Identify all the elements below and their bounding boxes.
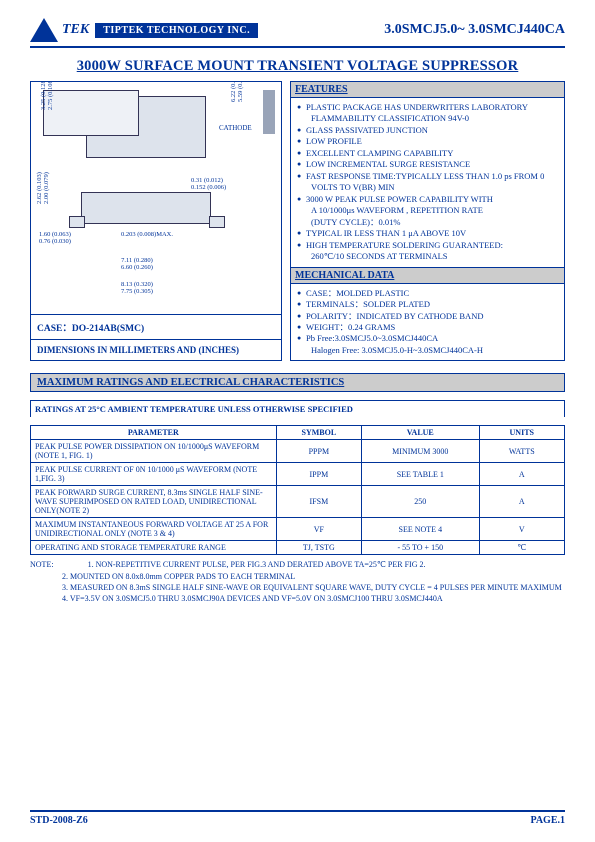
- notes-prefix: NOTE:: [30, 560, 54, 569]
- logo-text: TEK: [62, 22, 89, 38]
- note-item: 2. MOUNTED ON 8.0x8.0mm COPPER PADS TO E…: [30, 571, 565, 582]
- part-range: 3.0SMCJ5.0~ 3.0SMCJ440CA: [384, 22, 565, 38]
- feature-item: FLAMMABILITY CLASSIFICATION 94V-0: [297, 113, 558, 124]
- dim-right: 6.22 (0.245) 5.59 (0.220): [231, 81, 244, 102]
- page-title: 3000W SURFACE MOUNT TRANSIENT VOLTAGE SU…: [30, 58, 565, 75]
- features-body: PLASTIC PACKAGE HAS UNDERWRITERS LABORAT…: [290, 98, 565, 268]
- dim-h1: 2.62 (0.103) 2.00 (0.079): [37, 172, 50, 204]
- table-row: PEAK PULSE POWER DISSIPATION ON 10/1000μ…: [31, 440, 565, 463]
- feature-item: HIGH TEMPERATURE SOLDERING GUARANTEED:: [297, 240, 558, 251]
- note-item: 1. NON-REPETITIVE CURRENT PULSE, PER FIG…: [56, 560, 426, 569]
- table-row: PEAK FORWARD SURGE CURRENT, 8.3ms SINGLE…: [31, 486, 565, 518]
- table-row: OPERATING AND STORAGE TEMPERATURE RANGET…: [31, 541, 565, 555]
- table-cell: VF: [276, 518, 361, 541]
- page-footer: STD-2008-Z6 PAGE.1: [30, 810, 565, 826]
- feature-item: 260℃/10 SECONDS AT TERMINALS: [297, 251, 558, 262]
- table-cell: 250: [362, 486, 479, 518]
- table-cell: ℃: [479, 541, 564, 555]
- feature-item: A 10/1000μs WAVEFORM , REPETITION RATE: [297, 205, 558, 216]
- notes-block: NOTE: 1. NON-REPETITIVE CURRENT PULSE, P…: [30, 559, 565, 604]
- case-label: CASE：DO-214AB(SMC): [30, 315, 282, 340]
- table-cell: OPERATING AND STORAGE TEMPERATURE RANGE: [31, 541, 277, 555]
- table-cell: A: [479, 463, 564, 486]
- mechanical-item: POLARITY：INDICATED BY CATHODE BAND: [297, 311, 558, 322]
- mechanical-header: MECHANICAL DATA: [290, 268, 565, 284]
- feature-item: 3000 W PEAK PULSE POWER CAPABILITY WITH: [297, 194, 558, 205]
- note-item: 3. MEASURED ON 8.3mS SINGLE HALF SINE-WA…: [30, 582, 565, 593]
- logo-icon: [30, 18, 58, 42]
- table-cell: IFSM: [276, 486, 361, 518]
- page-header: TEK TIPTEK TECHNOLOGY INC. 3.0SMCJ5.0~ 3…: [30, 18, 565, 48]
- table-cell: PEAK FORWARD SURGE CURRENT, 8.3ms SINGLE…: [31, 486, 277, 518]
- table-cell: PEAK PULSE CURRENT OF 0N 10/1000 μS WAVE…: [31, 463, 277, 486]
- logo-block: TEK TIPTEK TECHNOLOGY INC.: [30, 18, 258, 42]
- mechanical-item: Pb Free:3.0SMCJ5.0~3.0SMCJ440CA: [297, 333, 558, 344]
- table-header: PARAMETER: [31, 426, 277, 440]
- feature-item: FAST RESPONSE TIME:TYPICALLY LESS THAN 1…: [297, 171, 558, 182]
- mechanical-item: WEIGHT：0.24 GRAMS: [297, 322, 558, 333]
- table-row: MAXIMUM INSTANTANEOUS FORWARD VOLTAGE AT…: [31, 518, 565, 541]
- features-header: FEATURES: [290, 81, 565, 98]
- table-cell: PPPM: [276, 440, 361, 463]
- table-cell: MINIMUM 3000: [362, 440, 479, 463]
- feature-item: LOW INCREMENTAL SURGE RESISTANCE: [297, 159, 558, 170]
- table-cell: PEAK PULSE POWER DISSIPATION ON 10/1000μ…: [31, 440, 277, 463]
- footer-doc-id: STD-2008-Z6: [30, 815, 88, 826]
- dim-lead: 1.60 (0.063) 0.76 (0.030): [39, 232, 71, 245]
- company-name: TIPTEK TECHNOLOGY INC.: [95, 23, 258, 38]
- dim-overall: 8.13 (0.320) 7.75 (0.305): [121, 282, 153, 295]
- feature-item: PLASTIC PACKAGE HAS UNDERWRITERS LABORAT…: [297, 102, 558, 113]
- table-cell: A: [479, 486, 564, 518]
- table-row: PEAK PULSE CURRENT OF 0N 10/1000 μS WAVE…: [31, 463, 565, 486]
- mechanical-item: Halogen Free: 3.0SMCJ5.0-H~3.0SMCJ440CA-…: [297, 345, 558, 356]
- table-cell: TJ, TSTG: [276, 541, 361, 555]
- dim-thick: 0.31 (0.012) 0.152 (0.006): [191, 178, 226, 191]
- table-cell: WATTS: [479, 440, 564, 463]
- feature-item: TYPICAL IR LESS THAN 1 μA ABOVE 10V: [297, 228, 558, 239]
- mechanical-item: TERMINALS：SOLDER PLATED: [297, 299, 558, 310]
- dim-standoff: 0.203 (0.008)MAX.: [121, 232, 173, 239]
- table-cell: SEE TABLE 1: [362, 463, 479, 486]
- note-item: 4. VF=3.5V ON 3.0SMCJ5.0 THRU 3.0SMCJ90A…: [30, 593, 565, 604]
- table-cell: V: [479, 518, 564, 541]
- dimensions-note: DIMENSIONS IN MILLIMETERS AND (INCHES): [30, 340, 282, 361]
- ratings-header: MAXIMUM RATINGS AND ELECTRICAL CHARACTER…: [30, 373, 565, 392]
- mechanical-item: CASE：MOLDED PLASTIC: [297, 288, 558, 299]
- package-diagram: CATHODE 3.25 (0.128) 2.75 (0.108) 6.22 (…: [30, 81, 282, 315]
- ratings-caption: RATINGS AT 25°C AMBIENT TEMPERATURE UNLE…: [30, 400, 565, 417]
- cathode-label: CATHODE: [219, 124, 252, 132]
- mechanical-body: CASE：MOLDED PLASTICTERMINALS：SOLDER PLAT…: [290, 284, 565, 362]
- dim-body: 7.11 (0.280) 6.60 (0.260): [121, 258, 153, 271]
- feature-item: LOW PROFILE: [297, 136, 558, 147]
- dim-left: 3.25 (0.128) 2.75 (0.108): [41, 81, 54, 110]
- feature-item: EXCELLENT CLAMPING CAPABILITY: [297, 148, 558, 159]
- table-header: UNITS: [479, 426, 564, 440]
- table-cell: SEE NOTE 4: [362, 518, 479, 541]
- feature-item: GLASS PASSIVATED JUNCTION: [297, 125, 558, 136]
- ratings-table: PARAMETERSYMBOLVALUEUNITS PEAK PULSE POW…: [30, 425, 565, 555]
- table-header: VALUE: [362, 426, 479, 440]
- table-cell: MAXIMUM INSTANTANEOUS FORWARD VOLTAGE AT…: [31, 518, 277, 541]
- feature-item: (DUTY CYCLE)：0.01%: [297, 217, 558, 228]
- table-cell: - 55 TO + 150: [362, 541, 479, 555]
- table-header: SYMBOL: [276, 426, 361, 440]
- table-cell: IPPM: [276, 463, 361, 486]
- feature-item: VOLTS TO V(BR) MIN: [297, 182, 558, 193]
- footer-page: PAGE.1: [530, 815, 565, 826]
